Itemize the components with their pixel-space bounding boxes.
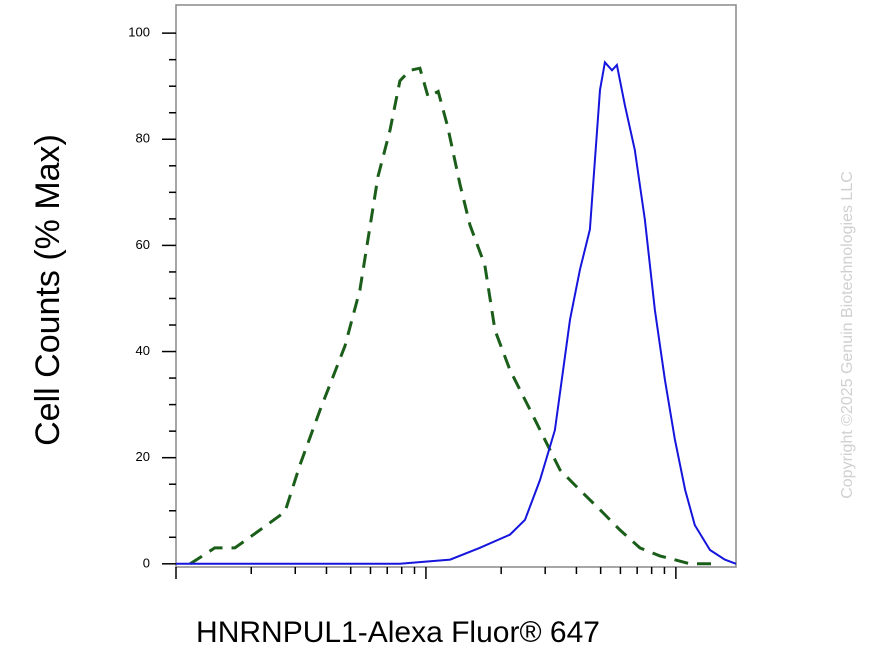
- y-tick-label: 0: [143, 555, 150, 570]
- y-tick-label: 100: [128, 25, 150, 40]
- histogram-line: [176, 60, 737, 565]
- histogram-line: [189, 66, 720, 566]
- x-axis-label: HNRNPUL1-Alexa Fluor® 647: [196, 616, 600, 649]
- y-tick-label: 80: [136, 131, 150, 146]
- y-tick-label: 20: [136, 449, 150, 464]
- watermark: Copyright ©2025 Genuin Biotechnologies L…: [839, 171, 856, 499]
- y-axis-label: Cell Counts (% Max): [29, 134, 67, 446]
- y-tick-label: 40: [136, 343, 150, 358]
- plot-frame: [175, 4, 737, 568]
- y-tick-label: 60: [136, 237, 150, 252]
